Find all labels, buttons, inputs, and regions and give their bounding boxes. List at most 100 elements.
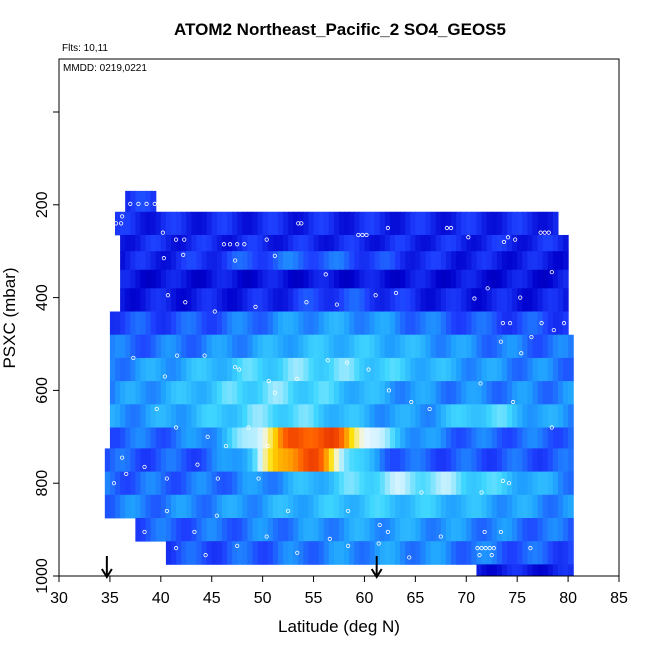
heatmap-cell bbox=[532, 541, 539, 565]
heatmap-cell bbox=[257, 251, 264, 271]
heatmap-cell bbox=[160, 234, 167, 252]
heatmap-cell bbox=[176, 494, 182, 519]
heatmap-cell bbox=[303, 211, 310, 236]
heatmap-cell bbox=[262, 211, 269, 236]
heatmap-cell bbox=[201, 518, 208, 542]
heatmap-cell bbox=[451, 404, 457, 428]
heatmap-cell bbox=[527, 357, 534, 382]
heatmap-cell bbox=[145, 494, 152, 519]
heatmap-cell bbox=[201, 311, 208, 336]
heatmap-cell bbox=[395, 404, 401, 428]
heatmap-cell bbox=[201, 404, 208, 428]
heatmap-cell bbox=[115, 334, 121, 359]
heatmap-cell bbox=[323, 541, 330, 565]
heatmap-cell bbox=[303, 448, 310, 472]
observation-point bbox=[295, 550, 300, 555]
heatmap-cell bbox=[262, 251, 269, 271]
heatmap-cell bbox=[160, 311, 167, 336]
heatmap-cell bbox=[115, 427, 121, 449]
heatmap-cell bbox=[486, 357, 493, 382]
heatmap-cell bbox=[344, 357, 350, 382]
heatmap-cell bbox=[542, 541, 549, 565]
heatmap-cell bbox=[135, 211, 142, 236]
heatmap-cell bbox=[466, 269, 472, 289]
heatmap-cell bbox=[374, 288, 381, 312]
observation-point bbox=[136, 201, 141, 206]
heatmap-cell bbox=[191, 494, 198, 519]
heatmap-cell bbox=[425, 518, 432, 542]
heatmap-cell bbox=[445, 269, 452, 289]
heatmap-cell bbox=[298, 334, 304, 359]
heatmap-cell bbox=[155, 288, 162, 312]
heatmap-cell bbox=[466, 357, 472, 382]
heatmap-cell bbox=[410, 448, 416, 472]
heatmap-cell bbox=[201, 334, 208, 359]
heatmap-cell bbox=[277, 471, 284, 496]
x-tick-label: 60 bbox=[356, 590, 374, 607]
heatmap-cell bbox=[140, 471, 147, 496]
heatmap-cell bbox=[186, 269, 192, 289]
heatmap-cell bbox=[272, 518, 279, 542]
heatmap-cell bbox=[115, 448, 121, 472]
heatmap-cell bbox=[389, 518, 396, 542]
heatmap-cell bbox=[344, 427, 350, 449]
heatmap-cell bbox=[232, 518, 238, 542]
heatmap-cell bbox=[547, 541, 554, 565]
heatmap-cell bbox=[389, 211, 396, 236]
x-tick-label: 80 bbox=[559, 590, 577, 607]
heatmap-cell bbox=[420, 211, 427, 236]
heatmap-cell bbox=[267, 251, 274, 271]
heatmap-cell bbox=[247, 251, 254, 271]
heatmap-cell bbox=[247, 234, 254, 252]
heatmap-cell bbox=[512, 427, 518, 449]
heatmap-cell bbox=[145, 269, 152, 289]
heatmap-cell bbox=[130, 269, 136, 289]
heatmap-cell bbox=[405, 251, 411, 271]
heatmap-cell bbox=[318, 494, 325, 519]
heatmap-cell bbox=[247, 311, 254, 336]
x-tick-label: 50 bbox=[254, 590, 272, 607]
heatmap-cell bbox=[247, 288, 254, 312]
heatmap-cell bbox=[389, 541, 396, 565]
heatmap-cell bbox=[537, 211, 544, 236]
heatmap-cell bbox=[140, 251, 147, 271]
heatmap-cell bbox=[430, 357, 437, 382]
heatmap-cell bbox=[272, 404, 279, 428]
heatmap-cell bbox=[517, 381, 523, 405]
heatmap-cell bbox=[333, 211, 340, 236]
heatmap-cell bbox=[456, 211, 462, 236]
heatmap-cell bbox=[425, 404, 432, 428]
heatmap-cell bbox=[323, 471, 330, 496]
heatmap-cell bbox=[501, 404, 508, 428]
heatmap-cell bbox=[440, 541, 447, 565]
heatmap-cell bbox=[481, 251, 488, 271]
heatmap-cell bbox=[568, 334, 574, 359]
heatmap-cell bbox=[176, 334, 182, 359]
heatmap-cell bbox=[486, 518, 493, 542]
heatmap-cell bbox=[318, 269, 325, 289]
observation-point bbox=[111, 481, 117, 486]
heatmap-cell bbox=[115, 381, 121, 405]
heatmap-cell bbox=[298, 269, 304, 289]
observation-point bbox=[385, 225, 390, 231]
heatmap-cell bbox=[227, 404, 233, 428]
heatmap-cell bbox=[389, 357, 396, 382]
heatmap-cell bbox=[466, 381, 472, 405]
heatmap-cell bbox=[135, 357, 142, 382]
heatmap-cell bbox=[486, 427, 493, 449]
heatmap-cell bbox=[430, 471, 437, 496]
heatmap-cell bbox=[267, 234, 274, 252]
heatmap-cell bbox=[181, 251, 187, 271]
heatmap-cell bbox=[537, 381, 544, 405]
heatmap-cell bbox=[496, 211, 503, 236]
heatmap-cell bbox=[318, 404, 325, 428]
observation-point bbox=[173, 425, 179, 430]
heatmap-cell bbox=[369, 404, 376, 428]
heatmap-cell bbox=[552, 269, 559, 289]
heatmap-cell bbox=[557, 357, 564, 382]
heatmap-cell bbox=[165, 471, 172, 496]
heatmap-cell bbox=[537, 251, 544, 271]
heatmap-cell bbox=[237, 404, 243, 428]
heatmap-cell bbox=[369, 427, 376, 449]
heatmap-cell bbox=[242, 427, 248, 449]
